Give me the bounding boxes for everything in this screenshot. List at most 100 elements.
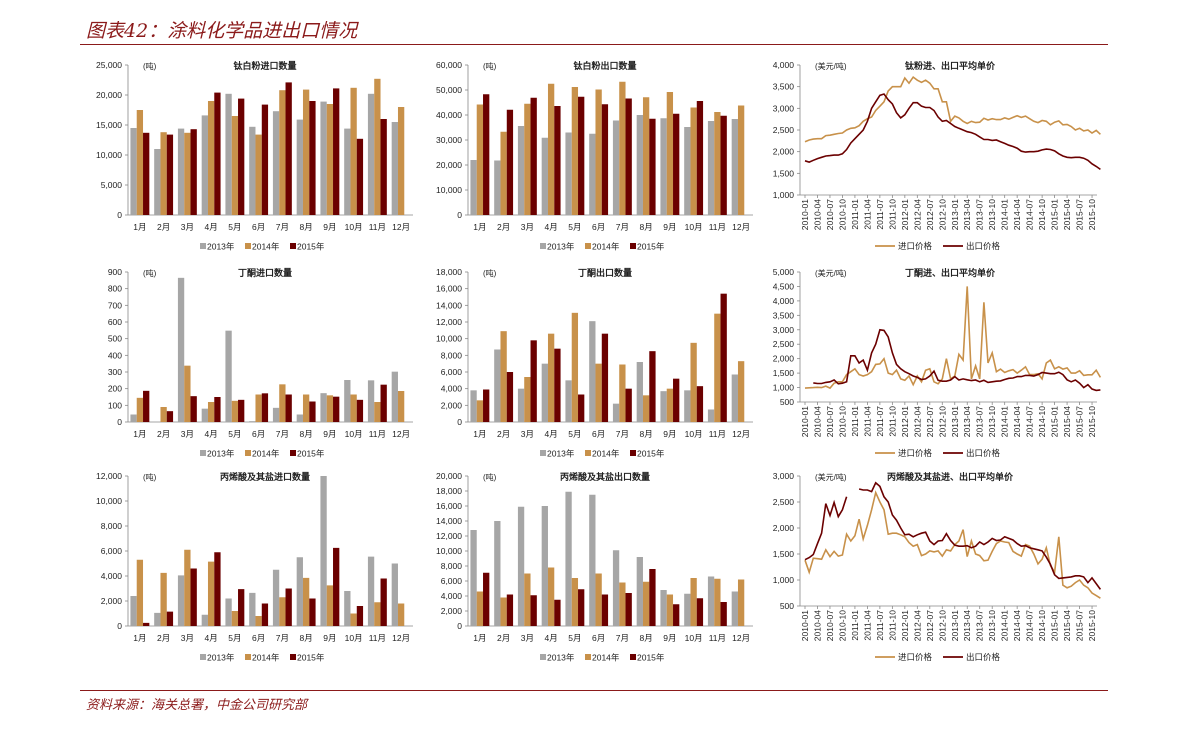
chart-svg: 丙烯酸及其盐进、出口平均单价 (美元/吨) 500 1,000 1,500 2,000 2,… xyxy=(773,471,1102,662)
x-tick-label: 2011-10 xyxy=(887,610,897,641)
y-tick-label: 2,000 xyxy=(773,354,795,364)
line-chart-8: 丙烯酸及其盐进、出口平均单价 (美元/吨) 500 1,000 1,500 2,000 2,… xyxy=(760,466,1110,671)
chart-title: 丁酮进、出口平均单价 xyxy=(905,267,996,278)
bar-2013-6 xyxy=(249,592,256,626)
unit-label: (美元/吨) xyxy=(815,472,847,482)
x-tick-label: 2011-01 xyxy=(850,406,860,437)
bar-2013-10 xyxy=(684,593,691,626)
bar-2015-11 xyxy=(720,115,727,215)
y-tick-label: 6,000 xyxy=(441,576,463,586)
y-tick-label: 4,000 xyxy=(441,384,463,394)
legend-swatch-2014 xyxy=(585,450,591,456)
x-tick-label: 10月 xyxy=(685,429,703,439)
legend-label: 2013年 xyxy=(207,449,235,459)
x-tick-label: 2010-04 xyxy=(812,406,822,437)
unit-label: (吨) xyxy=(143,61,157,71)
x-tick-label: 2011-04 xyxy=(862,406,872,437)
bar-2014-8 xyxy=(642,581,650,626)
y-tick-label: 4,000 xyxy=(441,591,463,601)
bar-2015-5 xyxy=(578,394,585,422)
bar-2014-11 xyxy=(714,112,721,215)
legend-label: 2015年 xyxy=(297,242,325,252)
x-tick-label: 2月 xyxy=(157,429,170,439)
bar-2013-8 xyxy=(296,557,303,626)
x-tick-label: 1月 xyxy=(473,429,486,439)
x-tick-label: 9月 xyxy=(663,429,676,439)
bar-2013-2 xyxy=(154,149,161,215)
x-tick-label: 12月 xyxy=(732,222,750,232)
bar-2013-3 xyxy=(517,506,525,626)
x-tick-label: 10月 xyxy=(345,222,363,232)
x-tick-label: 2012-01 xyxy=(900,610,910,641)
x-tick-label: 8月 xyxy=(300,633,313,643)
bar-2013-11 xyxy=(707,576,715,626)
bar-2015-3 xyxy=(530,340,537,422)
chart-title: 钛白粉进口数量 xyxy=(233,60,296,71)
bar-2014-5 xyxy=(231,400,239,422)
bar-chart-7: 丙烯酸及其盐出口数量 (吨) 0 2,000 4,000 6,000 8,000 10,000… xyxy=(420,466,770,671)
y-tick-label: 900 xyxy=(108,267,122,277)
bar-2015-5 xyxy=(238,399,245,422)
y-tick-label: 4,000 xyxy=(773,296,795,306)
bar-2015-4 xyxy=(554,106,561,215)
y-tick-label: 4,500 xyxy=(773,281,795,291)
bar-2013-10 xyxy=(344,380,351,422)
chart-title: 钛粉进、出口平均单价 xyxy=(905,60,996,71)
y-tick-label: 16,000 xyxy=(436,501,462,511)
bar-2015-8 xyxy=(309,101,316,215)
chart-svg: 丙烯酸及其盐出口数量 (吨) 0 2,000 4,000 6,000 8,000 10,000… xyxy=(436,471,753,663)
bar-2015-7 xyxy=(285,394,292,422)
x-tick-label: 2月 xyxy=(497,222,510,232)
x-tick-label: 5月 xyxy=(228,429,241,439)
x-tick-label: 2011-01 xyxy=(850,610,860,641)
x-tick-label: 4月 xyxy=(545,222,558,232)
x-tick-label: 11月 xyxy=(369,429,386,439)
y-tick-label: 10,000 xyxy=(436,334,462,344)
bar-2015-2 xyxy=(506,372,514,422)
x-tick-label: 2010-01 xyxy=(800,199,810,230)
y-tick-label: 20,000 xyxy=(96,90,122,100)
bar-2015-10 xyxy=(696,101,704,215)
bar-2015-6 xyxy=(601,333,609,422)
x-tick-label: 7月 xyxy=(616,222,629,232)
legend-label: 2014年 xyxy=(252,653,280,663)
x-tick-label: 2010-01 xyxy=(800,610,810,641)
x-tick-label: 5月 xyxy=(228,222,241,232)
y-tick-label: 20,000 xyxy=(436,471,462,481)
bar-2013-6 xyxy=(249,126,256,215)
bar-2014-3 xyxy=(184,365,191,422)
bar-2015-4 xyxy=(214,552,221,626)
bar-2013-12 xyxy=(391,122,398,215)
x-tick-label: 2013-01 xyxy=(950,406,960,437)
y-tick-label: 3,000 xyxy=(773,471,795,481)
bar-2015-7 xyxy=(625,98,632,215)
bar-2015-11 xyxy=(380,384,387,422)
unit-label: (吨) xyxy=(483,268,497,278)
y-tick-label: 0 xyxy=(117,621,122,631)
x-tick-label: 2015-01 xyxy=(1050,199,1060,230)
bar-2014-10 xyxy=(690,107,697,215)
chart-title: 丙烯酸及其盐进、出口平均单价 xyxy=(887,471,1014,482)
bar-2015-6 xyxy=(601,594,609,626)
x-tick-label: 2015-01 xyxy=(1050,406,1060,437)
bar-2013-1 xyxy=(470,160,477,215)
bar-2015-2 xyxy=(506,109,514,215)
bar-2013-10 xyxy=(684,390,691,422)
legend-label: 2014年 xyxy=(252,449,280,459)
x-tick-label: 2010-07 xyxy=(825,406,835,437)
bar-2015-5 xyxy=(578,589,585,626)
bar-2014-5 xyxy=(231,116,239,215)
bar-2014-10 xyxy=(690,342,697,422)
x-tick-label: 2014-10 xyxy=(1037,406,1047,437)
x-tick-label: 2015-10 xyxy=(1087,406,1097,437)
bar-2013-4 xyxy=(201,408,208,422)
bar-chart-3: 丁酮进口数量 (吨) 0 100 200 300 400 500 600 700 800 900 1月 2… xyxy=(80,262,430,467)
y-tick-label: 1,500 xyxy=(773,549,795,559)
legend-swatch-2015 xyxy=(630,654,636,660)
bar-2015-8 xyxy=(649,569,656,626)
chart-title: 丙烯酸及其盐进口数量 xyxy=(220,471,310,482)
bar-2014-7 xyxy=(619,582,626,626)
x-tick-label: 7月 xyxy=(616,633,629,643)
bar-2014-2 xyxy=(160,572,167,626)
y-tick-label: 8,000 xyxy=(101,521,123,531)
